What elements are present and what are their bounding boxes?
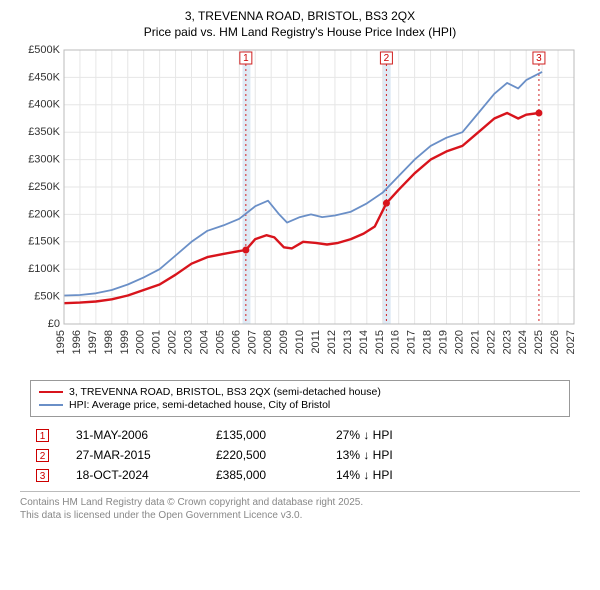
- svg-text:2015: 2015: [374, 330, 386, 354]
- legend-swatch-0: [39, 391, 63, 393]
- svg-text:2001: 2001: [151, 330, 163, 354]
- svg-text:1997: 1997: [87, 330, 99, 354]
- legend-swatch-1: [39, 404, 63, 406]
- svg-text:1995: 1995: [55, 330, 67, 354]
- event-row-0: 1 31-MAY-2006 £135,000 27% ↓ HPI: [30, 425, 570, 445]
- svg-text:2022: 2022: [485, 330, 497, 354]
- footer: Contains HM Land Registry data © Crown c…: [20, 491, 580, 522]
- event-price-1: £220,500: [210, 445, 330, 465]
- event-num-2: 3: [36, 469, 49, 482]
- title-line1: 3, TREVENNA ROAD, BRISTOL, BS3 2QX: [10, 8, 590, 24]
- svg-text:£150K: £150K: [28, 236, 60, 248]
- event-date-0: 31-MAY-2006: [70, 425, 210, 445]
- svg-text:£350K: £350K: [28, 126, 60, 138]
- svg-text:2018: 2018: [422, 330, 434, 354]
- svg-text:£200K: £200K: [28, 209, 60, 221]
- footer-line2: This data is licensed under the Open Gov…: [20, 509, 580, 522]
- event-row-2: 3 18-OCT-2024 £385,000 14% ↓ HPI: [30, 465, 570, 485]
- event-date-2: 18-OCT-2024: [70, 465, 210, 485]
- footer-line1: Contains HM Land Registry data © Crown c…: [20, 496, 580, 509]
- event-date-1: 27-MAR-2015: [70, 445, 210, 465]
- svg-text:2009: 2009: [278, 330, 290, 354]
- legend-item-1: HPI: Average price, semi-detached house,…: [39, 399, 561, 411]
- event-delta-0: 27% ↓ HPI: [330, 425, 570, 445]
- svg-text:£400K: £400K: [28, 99, 60, 111]
- title-block: 3, TREVENNA ROAD, BRISTOL, BS3 2QX Price…: [10, 8, 590, 40]
- legend: 3, TREVENNA ROAD, BRISTOL, BS3 2QX (semi…: [30, 380, 570, 417]
- legend-label-0: 3, TREVENNA ROAD, BRISTOL, BS3 2QX (semi…: [69, 386, 381, 398]
- legend-item-0: 3, TREVENNA ROAD, BRISTOL, BS3 2QX (semi…: [39, 386, 561, 398]
- svg-text:3: 3: [536, 53, 542, 64]
- event-table: 1 31-MAY-2006 £135,000 27% ↓ HPI 2 27-MA…: [30, 425, 570, 485]
- event-row-1: 2 27-MAR-2015 £220,500 13% ↓ HPI: [30, 445, 570, 465]
- svg-text:2024: 2024: [517, 330, 529, 354]
- svg-text:2007: 2007: [246, 330, 258, 354]
- svg-text:£250K: £250K: [28, 181, 60, 193]
- event-delta-2: 14% ↓ HPI: [330, 465, 570, 485]
- svg-text:2021: 2021: [469, 330, 481, 354]
- chart-svg: £0 £50K £100K £150K £200K £250K £300K £350K £400…: [20, 44, 580, 374]
- svg-text:£100K: £100K: [28, 263, 60, 275]
- chart: £0 £50K £100K £150K £200K £250K £300K £350K £400…: [20, 44, 580, 374]
- svg-text:2027: 2027: [565, 330, 577, 354]
- svg-text:2016: 2016: [390, 330, 402, 354]
- event-num-1: 2: [36, 449, 49, 462]
- svg-text:2002: 2002: [167, 330, 179, 354]
- svg-text:2005: 2005: [214, 330, 226, 354]
- svg-text:2012: 2012: [326, 330, 338, 354]
- svg-text:2004: 2004: [198, 330, 210, 354]
- svg-text:1: 1: [243, 53, 249, 64]
- svg-text:£450K: £450K: [28, 72, 60, 84]
- svg-text:2023: 2023: [501, 330, 513, 354]
- svg-text:£500K: £500K: [28, 44, 60, 56]
- chart-container: 3, TREVENNA ROAD, BRISTOL, BS3 2QX Price…: [0, 0, 600, 528]
- svg-text:2019: 2019: [438, 330, 450, 354]
- svg-text:2026: 2026: [549, 330, 561, 354]
- event-num-0: 1: [36, 429, 49, 442]
- svg-text:2: 2: [384, 53, 390, 64]
- svg-text:2003: 2003: [183, 330, 195, 354]
- svg-text:2006: 2006: [230, 330, 242, 354]
- event-price-2: £385,000: [210, 465, 330, 485]
- svg-text:£50K: £50K: [34, 291, 60, 303]
- event-price-0: £135,000: [210, 425, 330, 445]
- svg-text:2011: 2011: [310, 330, 322, 354]
- svg-text:2017: 2017: [406, 330, 418, 354]
- svg-text:£300K: £300K: [28, 154, 60, 166]
- svg-text:1998: 1998: [103, 330, 115, 354]
- svg-text:2008: 2008: [262, 330, 274, 354]
- svg-text:2000: 2000: [135, 330, 147, 354]
- svg-text:2020: 2020: [453, 330, 465, 354]
- svg-text:1999: 1999: [119, 330, 131, 354]
- svg-text:2025: 2025: [533, 330, 545, 354]
- legend-label-1: HPI: Average price, semi-detached house,…: [69, 399, 330, 411]
- svg-text:1996: 1996: [71, 330, 83, 354]
- title-line2: Price paid vs. HM Land Registry's House …: [10, 24, 590, 40]
- svg-text:2013: 2013: [342, 330, 354, 354]
- svg-text:2014: 2014: [358, 330, 370, 354]
- svg-text:2010: 2010: [294, 330, 306, 354]
- event-delta-1: 13% ↓ HPI: [330, 445, 570, 465]
- svg-text:£0: £0: [48, 318, 60, 330]
